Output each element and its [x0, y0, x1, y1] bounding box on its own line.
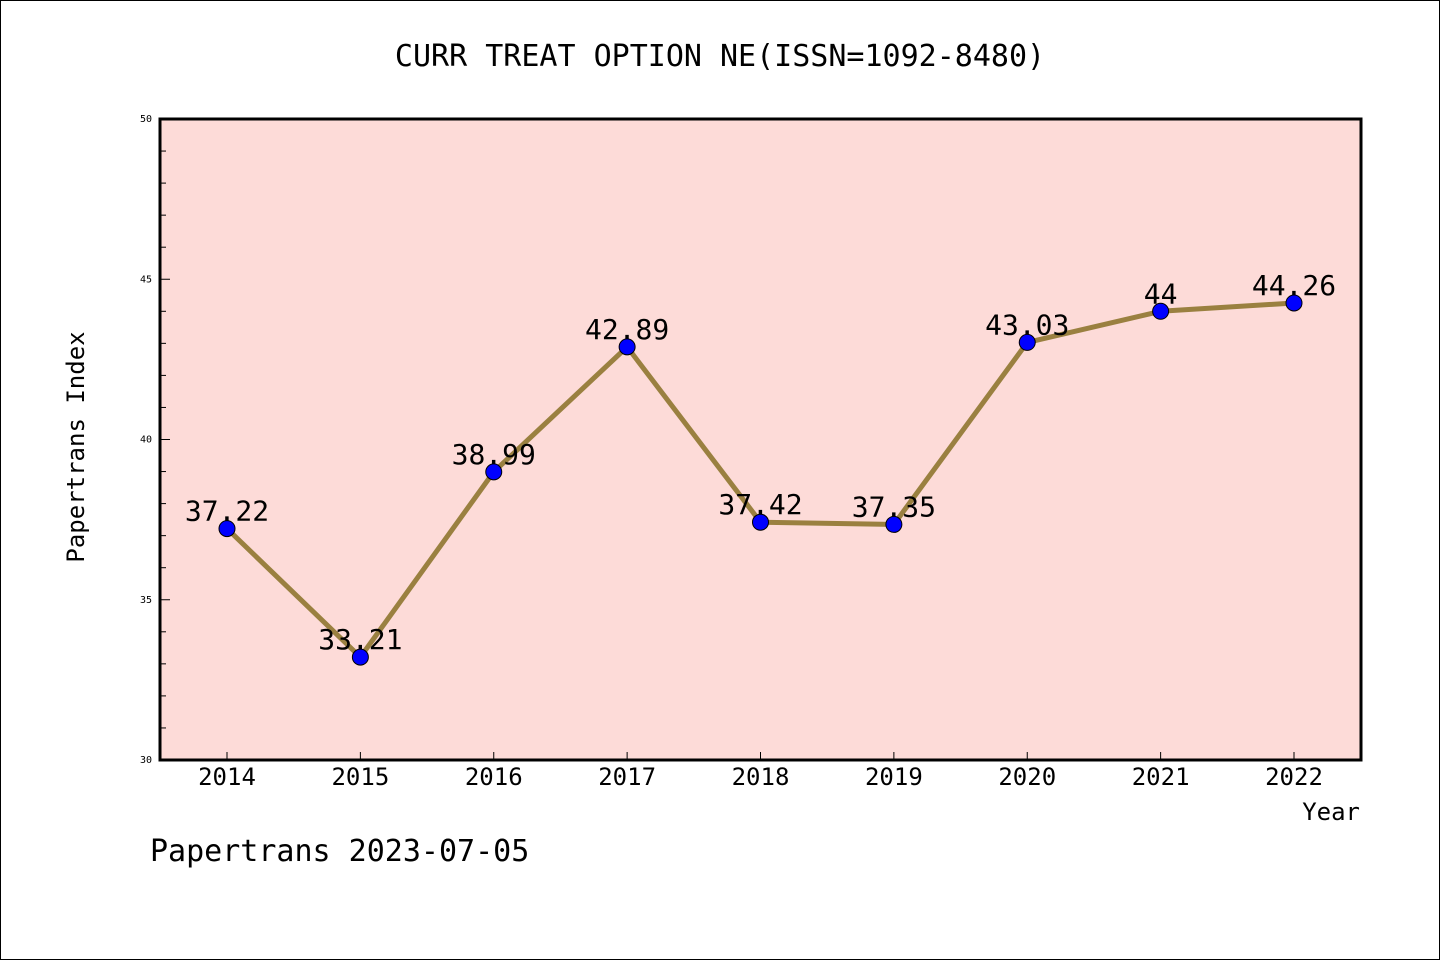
y-tick-label: 45: [140, 274, 152, 285]
y-tick-label: 30: [140, 755, 152, 766]
x-tick-label: 2014: [198, 763, 256, 791]
data-point: [618, 338, 636, 356]
y-axis-label: Papertrans Index: [62, 331, 90, 562]
x-tick-label: 2015: [331, 763, 389, 791]
y-axis: 30 35 40 45 50: [140, 114, 170, 766]
chart-title: CURR TREAT OPTION NE(ISSN=1092-8480): [395, 39, 1045, 74]
data-point: [218, 520, 236, 538]
x-axis: 2014 2015 2016 2017 2018 2019 2020 2021 2022: [198, 752, 1323, 791]
data-point: [351, 648, 369, 666]
data-point: [1018, 333, 1036, 351]
x-tick-label: 2022: [1265, 763, 1323, 791]
x-tick-label: 2021: [1132, 763, 1190, 791]
plot-area: [158, 117, 1363, 762]
x-tick-label: 2018: [732, 763, 790, 791]
footer-stamp: Papertrans 2023-07-05: [150, 834, 530, 869]
x-tick-label: 2017: [598, 763, 656, 791]
data-point: [1285, 294, 1303, 312]
data-point: [485, 463, 503, 481]
x-axis-label: Year: [1302, 798, 1360, 826]
data-point: [752, 513, 769, 531]
x-tick-label: 2016: [465, 763, 523, 791]
data-point: [1152, 302, 1170, 320]
x-tick-label: 2019: [865, 763, 923, 791]
y-tick-label: 35: [140, 595, 152, 606]
y-tick-label: 50: [140, 114, 152, 125]
data-point: [885, 515, 903, 533]
x-tick-label: 2020: [998, 763, 1056, 791]
y-tick-label: 40: [140, 435, 152, 446]
